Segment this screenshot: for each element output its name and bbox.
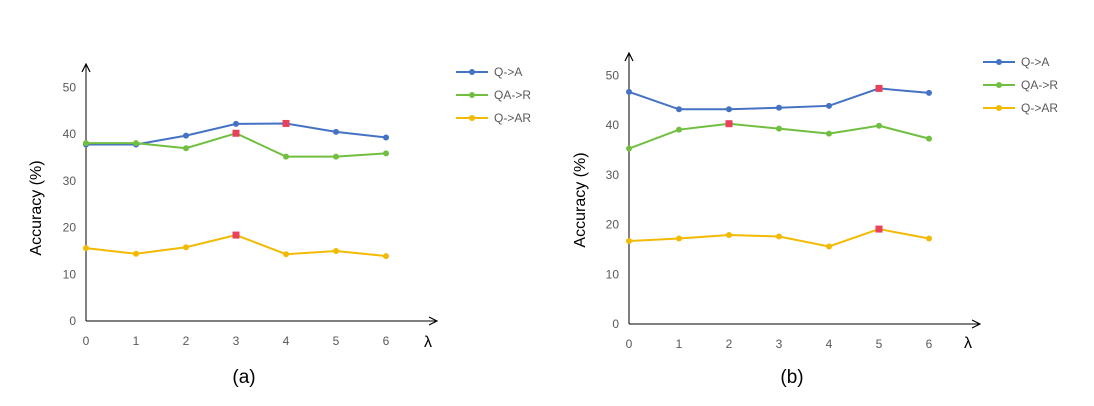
legend-label: QA->R bbox=[494, 88, 531, 102]
y-tick-label: 50 bbox=[63, 81, 77, 95]
y-tick-label: 10 bbox=[63, 267, 77, 281]
x-tick-label: 2 bbox=[726, 337, 733, 351]
y-axis-label: Accuracy (%) bbox=[28, 160, 45, 255]
data-point bbox=[626, 238, 632, 245]
x-tick-label: 2 bbox=[183, 334, 190, 348]
legend-label: Q->A bbox=[494, 65, 522, 79]
legend-label: QA->R bbox=[1021, 78, 1058, 92]
chart-caption: (a) bbox=[232, 367, 255, 388]
x-tick-label: 4 bbox=[826, 337, 833, 351]
data-point bbox=[283, 153, 289, 160]
data-point bbox=[826, 243, 832, 250]
y-tick-label: 10 bbox=[606, 267, 620, 281]
x-tick-label: 6 bbox=[926, 337, 933, 351]
legend-label: Q->AR bbox=[1021, 101, 1058, 115]
data-point bbox=[333, 247, 339, 254]
data-point bbox=[83, 140, 89, 147]
x-tick-label: 5 bbox=[876, 337, 883, 351]
data-point bbox=[726, 232, 732, 239]
legend: Q->A QA->R Q->AR bbox=[983, 55, 1058, 115]
data-point bbox=[626, 145, 632, 152]
x-axis-label: λ bbox=[424, 334, 432, 351]
data-point bbox=[333, 128, 339, 135]
data-point bbox=[183, 145, 189, 152]
x-tick-label: 3 bbox=[776, 337, 783, 351]
best-point-marker bbox=[282, 119, 290, 127]
data-point bbox=[776, 233, 782, 240]
chart-b: 0 10 20 30 40 50 0 1 2 3 4 5 6 Accuracy (%) λ (b) Q… bbox=[572, 53, 1058, 388]
y-tick-labels: 0 10 20 30 40 50 bbox=[606, 69, 620, 332]
series-group bbox=[83, 119, 389, 260]
y-tick-label: 30 bbox=[63, 174, 77, 188]
data-point bbox=[776, 125, 782, 132]
data-point bbox=[676, 126, 682, 133]
x-tick-label: 1 bbox=[133, 334, 140, 348]
legend-marker bbox=[469, 115, 475, 121]
y-tick-label: 40 bbox=[606, 118, 620, 132]
data-point bbox=[333, 153, 339, 160]
legend-marker bbox=[469, 69, 475, 75]
best-point-marker bbox=[232, 129, 240, 137]
data-point bbox=[826, 102, 832, 109]
y-axis-label: Accuracy (%) bbox=[572, 152, 589, 247]
x-tick-label: 1 bbox=[676, 337, 683, 351]
data-point bbox=[133, 250, 139, 257]
chart-caption: (b) bbox=[780, 367, 803, 388]
x-tick-label: 3 bbox=[233, 334, 240, 348]
x-tick-label: 0 bbox=[626, 337, 633, 351]
y-tick-label: 20 bbox=[606, 218, 620, 232]
best-point-marker bbox=[875, 225, 883, 233]
data-point bbox=[676, 106, 682, 113]
data-point bbox=[676, 235, 682, 242]
data-point bbox=[383, 253, 389, 260]
best-point-marker bbox=[725, 120, 733, 128]
data-point bbox=[83, 245, 89, 252]
data-point bbox=[926, 235, 932, 242]
legend-label: Q->AR bbox=[494, 111, 531, 125]
best-point-marker bbox=[875, 84, 883, 92]
y-tick-labels: 0 10 20 30 40 50 bbox=[63, 81, 77, 329]
x-tick-label: 5 bbox=[333, 334, 340, 348]
x-tick-label: 6 bbox=[383, 334, 390, 348]
x-tick-labels: 0 1 2 3 4 5 6 bbox=[626, 337, 933, 351]
data-point bbox=[183, 132, 189, 139]
chart-a: 0 10 20 30 40 50 0 1 2 3 4 5 6 Accuracy (%) λ (a) Q… bbox=[28, 64, 531, 388]
data-point bbox=[726, 106, 732, 113]
legend-marker bbox=[996, 59, 1002, 65]
legend: Q->A QA->R Q->AR bbox=[456, 65, 531, 125]
legend-marker bbox=[996, 82, 1002, 88]
y-tick-label: 40 bbox=[63, 127, 77, 141]
legend-marker bbox=[469, 92, 475, 98]
x-tick-label: 4 bbox=[283, 334, 290, 348]
data-point bbox=[626, 88, 632, 95]
data-point bbox=[233, 120, 239, 127]
data-point bbox=[283, 251, 289, 258]
y-tick-label: 0 bbox=[612, 317, 619, 331]
best-point-marker bbox=[232, 231, 240, 239]
x-tick-labels: 0 1 2 3 4 5 6 bbox=[83, 334, 390, 348]
data-point bbox=[876, 122, 882, 129]
data-point bbox=[926, 135, 932, 142]
x-tick-label: 0 bbox=[83, 334, 90, 348]
y-tick-label: 50 bbox=[606, 69, 620, 83]
legend-label: Q->A bbox=[1021, 55, 1049, 69]
data-point bbox=[383, 150, 389, 157]
data-point bbox=[826, 130, 832, 137]
y-tick-label: 30 bbox=[606, 168, 620, 182]
y-tick-label: 0 bbox=[69, 314, 76, 328]
data-point bbox=[133, 140, 139, 147]
data-point bbox=[776, 104, 782, 111]
data-point bbox=[926, 89, 932, 96]
data-point bbox=[383, 134, 389, 141]
series-group bbox=[626, 84, 932, 250]
y-tick-label: 20 bbox=[63, 221, 77, 235]
x-axis-label: λ bbox=[964, 335, 972, 352]
data-point bbox=[183, 244, 189, 251]
legend-marker bbox=[996, 105, 1002, 111]
